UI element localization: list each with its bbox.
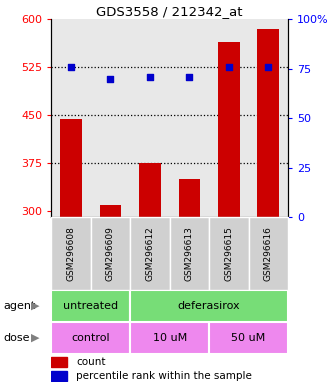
FancyBboxPatch shape [130, 290, 288, 322]
FancyBboxPatch shape [169, 217, 209, 290]
FancyBboxPatch shape [209, 217, 249, 290]
Point [187, 73, 192, 79]
Point [147, 73, 153, 79]
Text: 10 uM: 10 uM [153, 333, 187, 343]
FancyBboxPatch shape [130, 217, 169, 290]
Text: GSM296608: GSM296608 [67, 226, 75, 281]
FancyBboxPatch shape [91, 217, 130, 290]
Text: deferasirox: deferasirox [178, 301, 240, 311]
Bar [178, 179, 200, 217]
Text: dose: dose [3, 333, 30, 343]
Bar [51, 371, 67, 381]
Text: count: count [76, 357, 106, 367]
Bar [100, 205, 121, 217]
Text: GSM296612: GSM296612 [145, 226, 155, 281]
Text: percentile rank within the sample: percentile rank within the sample [76, 371, 252, 381]
Text: ▶: ▶ [30, 301, 39, 311]
Text: 50 uM: 50 uM [231, 333, 266, 343]
Point [265, 64, 271, 70]
Bar [139, 163, 161, 217]
Bar [258, 29, 279, 217]
Text: GSM296615: GSM296615 [224, 226, 233, 281]
FancyBboxPatch shape [249, 217, 288, 290]
Bar [51, 357, 67, 367]
Text: agent: agent [3, 301, 36, 311]
FancyBboxPatch shape [130, 322, 209, 354]
FancyBboxPatch shape [51, 290, 130, 322]
Text: GSM296616: GSM296616 [264, 226, 273, 281]
Text: GSM296609: GSM296609 [106, 226, 115, 281]
Point [69, 64, 74, 70]
Point [226, 64, 231, 70]
Text: control: control [71, 333, 110, 343]
Title: GDS3558 / 212342_at: GDS3558 / 212342_at [96, 5, 243, 18]
Bar [60, 119, 82, 217]
FancyBboxPatch shape [209, 322, 288, 354]
Bar [218, 41, 240, 217]
FancyBboxPatch shape [51, 217, 91, 290]
Point [108, 76, 113, 82]
Text: untreated: untreated [63, 301, 118, 311]
Text: GSM296613: GSM296613 [185, 226, 194, 281]
Text: ▶: ▶ [30, 333, 39, 343]
FancyBboxPatch shape [51, 322, 130, 354]
